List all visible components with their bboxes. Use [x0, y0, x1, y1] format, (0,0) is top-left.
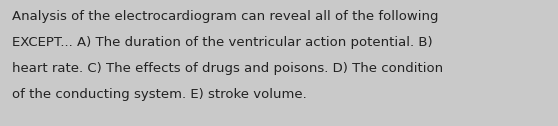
- Text: of the conducting system. E) stroke volume.: of the conducting system. E) stroke volu…: [12, 88, 307, 101]
- Text: Analysis of the electrocardiogram can reveal all of the following: Analysis of the electrocardiogram can re…: [12, 10, 439, 23]
- Text: EXCEPT... A) The duration of the ventricular action potential. B): EXCEPT... A) The duration of the ventric…: [12, 36, 432, 49]
- Text: heart rate. C) The effects of drugs and poisons. D) The condition: heart rate. C) The effects of drugs and …: [12, 62, 443, 75]
